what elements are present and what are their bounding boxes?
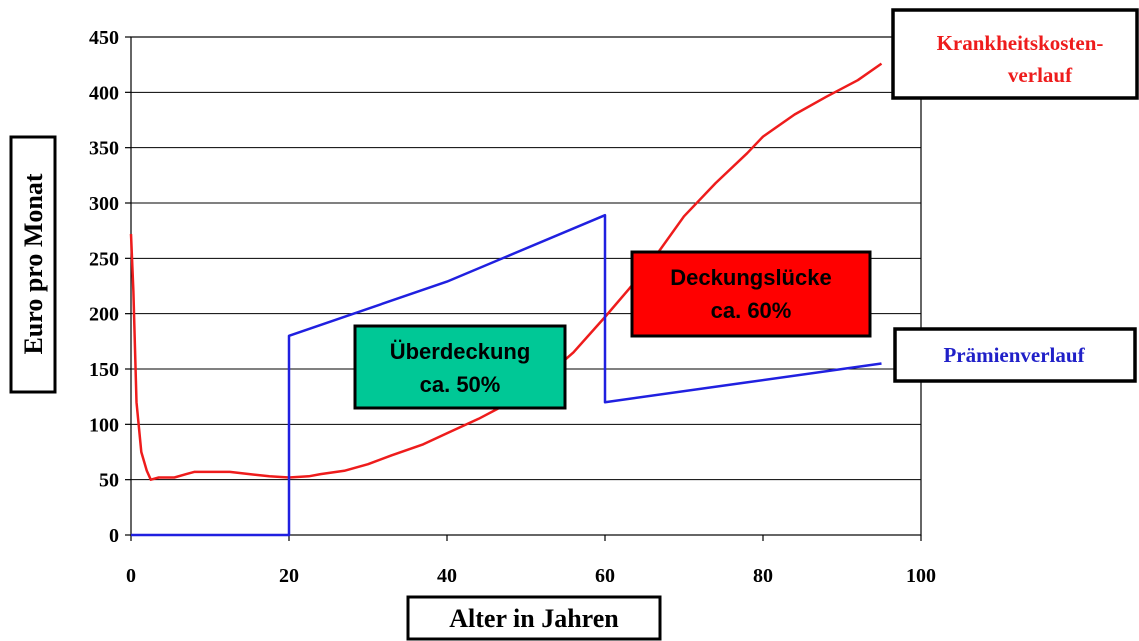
red-series-label-line1: Krankheitskosten-	[937, 31, 1104, 55]
ueberdeckung-line1: Überdeckung	[390, 339, 531, 364]
y-tick-label: 50	[99, 470, 119, 492]
x-axis-title: Alter in Jahren	[449, 604, 619, 633]
red-series-label-line2: verlauf	[1008, 63, 1073, 87]
deckungsluecke-line1: Deckungslücke	[670, 265, 831, 290]
series-group	[129, 62, 883, 537]
y-tick-label: 0	[109, 525, 119, 547]
blue-series-label-box: Prämienverlauf	[893, 327, 1137, 383]
x-tick-label: 60	[595, 565, 615, 587]
y-tick-label: 400	[89, 82, 119, 104]
y-tick-label: 200	[89, 304, 119, 326]
y-tick-label: 450	[89, 27, 119, 49]
x-axis-title-box: Alter in Jahren	[406, 595, 662, 641]
y-axis-ticks: 0 50 100 150 200 250 300 350 400 450	[89, 27, 131, 547]
x-tick-label: 20	[279, 565, 299, 587]
x-tick-label: 40	[437, 565, 457, 587]
y-axis-title: Euro pro Monat	[19, 173, 48, 354]
y-axis-title-box: Euro pro Monat	[9, 135, 57, 394]
ueberdeckung-callout: Überdeckung ca. 50%	[353, 324, 567, 410]
y-tick-label: 300	[89, 193, 119, 215]
x-tick-label: 0	[126, 565, 136, 587]
x-axis-ticks: 0 20 40 60 80 100	[126, 535, 936, 587]
ueberdeckung-line2: ca. 50%	[420, 372, 501, 397]
y-tick-label: 350	[89, 138, 119, 160]
deckungsluecke-line2: ca. 60%	[711, 298, 792, 323]
y-tick-label: 150	[89, 359, 119, 381]
plot-area	[130, 36, 922, 536]
y-tick-label: 100	[89, 414, 119, 436]
x-tick-label: 80	[753, 565, 773, 587]
x-tick-label: 100	[906, 565, 936, 587]
krankheitskosten-line	[129, 62, 883, 481]
red-series-label-box: Krankheitskosten- verlauf	[891, 8, 1139, 100]
praemien-line	[131, 213, 882, 537]
blue-series-label: Prämienverlauf	[943, 343, 1085, 367]
y-tick-label: 250	[89, 248, 119, 270]
deckungsluecke-callout: Deckungslücke ca. 60%	[630, 250, 872, 338]
